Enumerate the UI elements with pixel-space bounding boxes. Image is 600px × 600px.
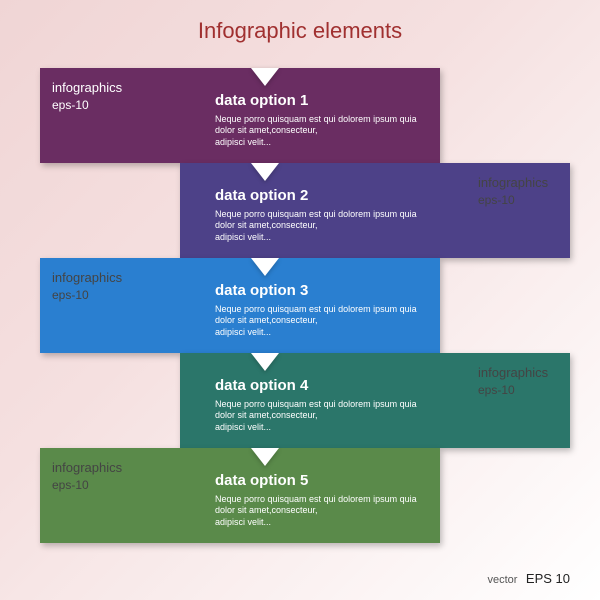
side-label-bottom: eps-10 xyxy=(52,288,89,302)
option-body: Neque porro quisquam est qui dolorem ips… xyxy=(215,209,425,243)
option-title: data option 5 xyxy=(215,472,308,489)
option-title: data option 4 xyxy=(215,377,308,394)
chevron-down-icon xyxy=(251,68,279,86)
chevron-down-icon xyxy=(251,258,279,276)
side-label-top: infographics xyxy=(52,80,122,95)
side-label-bottom: eps-10 xyxy=(52,478,89,492)
option-body: Neque porro quisquam est qui dolorem ips… xyxy=(215,304,425,338)
chevron-down-icon xyxy=(251,448,279,466)
side-label-top: infographics xyxy=(52,270,122,285)
side-label-bottom: eps-10 xyxy=(478,193,515,207)
option-title: data option 2 xyxy=(215,187,308,204)
side-label-top: infographics xyxy=(52,460,122,475)
side-label-bottom: eps-10 xyxy=(478,383,515,397)
page-title: Infographic elements xyxy=(198,18,402,44)
option-title: data option 1 xyxy=(215,92,308,109)
option-body: Neque porro quisquam est qui dolorem ips… xyxy=(215,399,425,433)
side-label-bottom: eps-10 xyxy=(52,98,89,112)
option-body: Neque porro quisquam est qui dolorem ips… xyxy=(215,114,425,148)
option-title: data option 3 xyxy=(215,282,308,299)
footer-caption: vector EPS 10 xyxy=(487,570,570,588)
chevron-down-icon xyxy=(251,163,279,181)
side-label-top: infographics xyxy=(478,175,548,190)
option-body: Neque porro quisquam est qui dolorem ips… xyxy=(215,494,425,528)
footer-eps: EPS 10 xyxy=(526,571,570,586)
chevron-down-icon xyxy=(251,353,279,371)
footer-vector: vector xyxy=(487,574,517,586)
side-label-top: infographics xyxy=(478,365,548,380)
